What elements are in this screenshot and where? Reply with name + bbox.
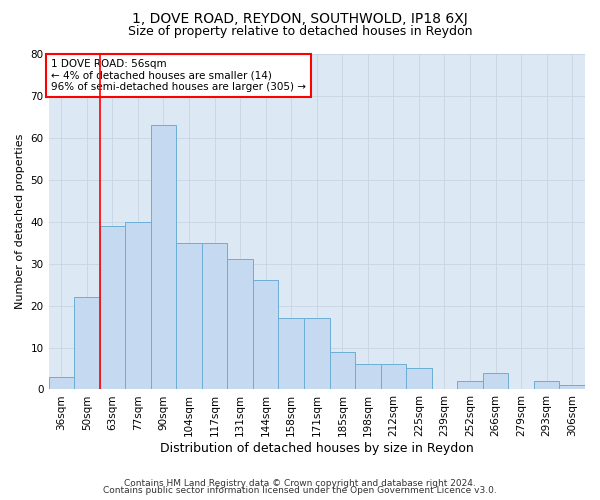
Text: Size of property relative to detached houses in Reydon: Size of property relative to detached ho… [128,25,472,38]
Bar [227,260,253,390]
Bar [329,352,355,390]
Bar [125,222,151,390]
Bar [151,126,176,390]
Bar [534,381,559,390]
Bar [253,280,278,390]
Text: 1 DOVE ROAD: 56sqm
← 4% of detached houses are smaller (14)
96% of semi-detached: 1 DOVE ROAD: 56sqm ← 4% of detached hous… [51,59,306,92]
Bar [355,364,380,390]
Text: Contains public sector information licensed under the Open Government Licence v3: Contains public sector information licen… [103,486,497,495]
Bar [74,297,100,390]
Text: Contains HM Land Registry data © Crown copyright and database right 2024.: Contains HM Land Registry data © Crown c… [124,478,476,488]
Y-axis label: Number of detached properties: Number of detached properties [15,134,25,310]
Bar [559,386,585,390]
Bar [406,368,432,390]
Bar [49,377,74,390]
Bar [278,318,304,390]
Bar [457,381,483,390]
Bar [483,372,508,390]
Bar [304,318,329,390]
Bar [202,242,227,390]
Bar [380,364,406,390]
Bar [176,242,202,390]
Text: 1, DOVE ROAD, REYDON, SOUTHWOLD, IP18 6XJ: 1, DOVE ROAD, REYDON, SOUTHWOLD, IP18 6X… [132,12,468,26]
X-axis label: Distribution of detached houses by size in Reydon: Distribution of detached houses by size … [160,442,473,455]
Bar [100,226,125,390]
